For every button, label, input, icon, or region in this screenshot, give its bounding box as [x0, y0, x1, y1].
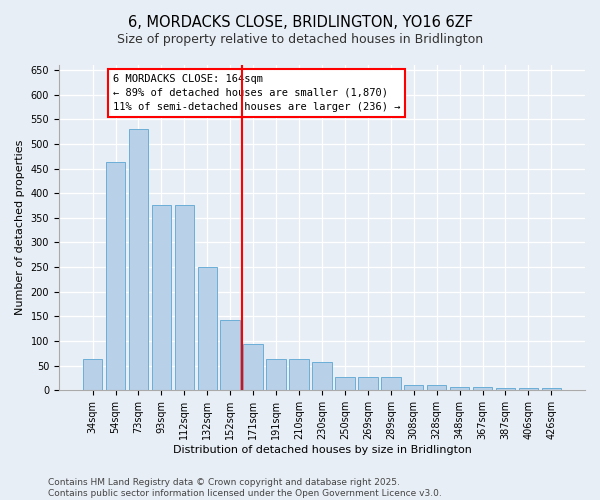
Bar: [542, 388, 561, 390]
Bar: [427, 386, 446, 390]
Bar: [83, 360, 103, 390]
Bar: [266, 360, 286, 390]
Bar: [220, 320, 240, 390]
Bar: [335, 376, 355, 390]
Bar: [473, 387, 492, 390]
Bar: [496, 388, 515, 390]
Bar: [289, 360, 309, 390]
Bar: [404, 386, 424, 390]
Bar: [128, 129, 148, 390]
Text: Contains HM Land Registry data © Crown copyright and database right 2025.
Contai: Contains HM Land Registry data © Crown c…: [48, 478, 442, 498]
Bar: [106, 162, 125, 390]
Text: Size of property relative to detached houses in Bridlington: Size of property relative to detached ho…: [117, 32, 483, 46]
Bar: [197, 267, 217, 390]
Bar: [175, 206, 194, 390]
Bar: [312, 362, 332, 390]
X-axis label: Distribution of detached houses by size in Bridlington: Distribution of detached houses by size …: [173, 445, 472, 455]
Bar: [152, 206, 171, 390]
Bar: [381, 377, 401, 390]
Bar: [518, 388, 538, 390]
Bar: [244, 344, 263, 390]
Bar: [358, 377, 377, 390]
Bar: [450, 387, 469, 390]
Y-axis label: Number of detached properties: Number of detached properties: [15, 140, 25, 316]
Text: 6, MORDACKS CLOSE, BRIDLINGTON, YO16 6ZF: 6, MORDACKS CLOSE, BRIDLINGTON, YO16 6ZF: [128, 15, 473, 30]
Text: 6 MORDACKS CLOSE: 164sqm
← 89% of detached houses are smaller (1,870)
11% of sem: 6 MORDACKS CLOSE: 164sqm ← 89% of detach…: [113, 74, 400, 112]
